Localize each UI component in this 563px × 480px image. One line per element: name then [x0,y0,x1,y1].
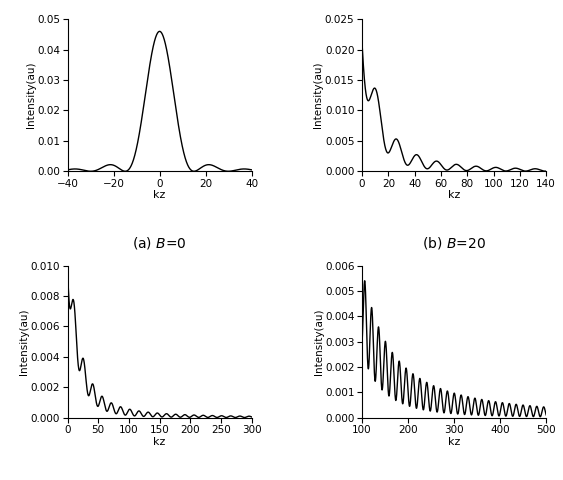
Y-axis label: Intensity(au): Intensity(au) [19,308,29,375]
X-axis label: kz: kz [153,190,166,200]
Y-axis label: Intensity(au): Intensity(au) [314,62,323,129]
X-axis label: kz: kz [153,437,166,446]
Text: (a) $\mathit{B}$=0: (a) $\mathit{B}$=0 [132,235,187,251]
Y-axis label: Intensity(au): Intensity(au) [25,62,35,129]
Y-axis label: Intensity(au): Intensity(au) [314,308,324,375]
Text: (b) $\mathit{B}$=20: (b) $\mathit{B}$=20 [422,235,486,251]
X-axis label: kz: kz [448,190,461,200]
X-axis label: kz: kz [448,437,461,446]
